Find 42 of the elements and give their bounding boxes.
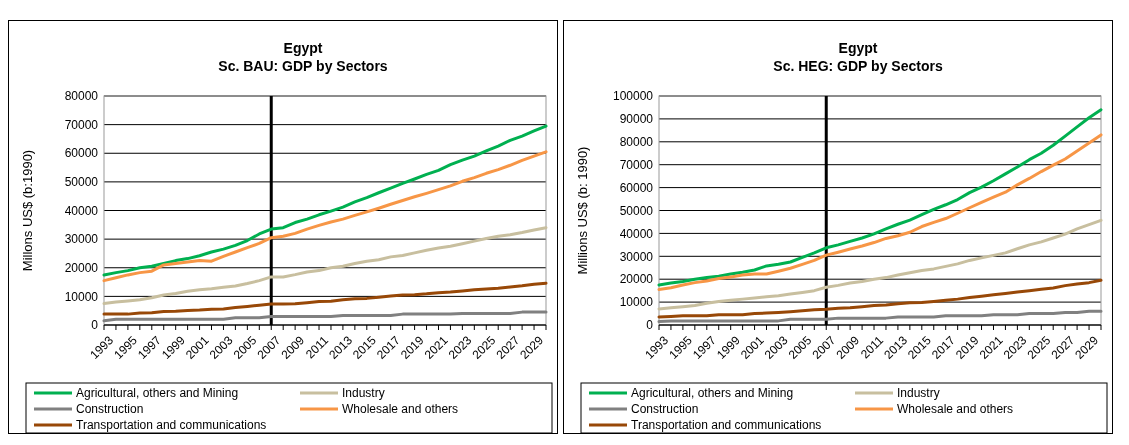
y-tick-label: 70000 <box>619 157 654 172</box>
line-series <box>657 278 1103 319</box>
line-series <box>102 226 548 306</box>
y-tick-label: 10000 <box>619 295 654 310</box>
line-series <box>657 218 1103 311</box>
line-series <box>657 108 1103 287</box>
line-series <box>102 150 548 283</box>
y-tick-label: 90000 <box>619 112 654 127</box>
y-tick-label: 60000 <box>64 146 99 161</box>
y-tick-label: 50000 <box>619 203 654 218</box>
chart-title: Egypt Sc. BAU: GDP by Sectors <box>218 40 388 74</box>
y-tick-label: 20000 <box>619 272 654 287</box>
legend-label: Construction <box>631 402 699 417</box>
y-tick-label: 0 <box>91 318 99 333</box>
legend-label: Transportation and communications <box>76 418 267 433</box>
y-tick-label: 40000 <box>64 203 99 218</box>
y-tick-label: 10000 <box>64 289 99 304</box>
legend-label: Agricultural, others and Mining <box>76 386 239 401</box>
line-series <box>102 124 548 277</box>
line-series <box>657 133 1103 292</box>
y-tick-label: 30000 <box>64 232 99 247</box>
legend-label: Industry <box>897 386 940 401</box>
legend-label: Wholesale and others <box>897 402 1014 417</box>
y-tick-label: 50000 <box>64 175 99 190</box>
legend-label: Construction <box>76 402 144 417</box>
legend-label: Wholesale and others <box>342 402 459 417</box>
y-tick-label: 60000 <box>619 180 654 195</box>
legend-label: Transportation and communications <box>631 418 822 433</box>
line-series <box>102 281 548 316</box>
legend-label: Agricultural, others and Mining <box>631 386 794 401</box>
y-tick-label: 80000 <box>619 135 654 149</box>
chart-title: Egypt Sc. HEG: GDP by Sectors <box>773 40 943 74</box>
y-tick-label: 20000 <box>64 260 99 275</box>
y-tick-label: 40000 <box>619 226 654 241</box>
y-tick-label: 30000 <box>619 249 654 264</box>
y-tick-label: 0 <box>646 318 654 333</box>
y-axis-title: Millons US$ (b:1990) <box>20 149 35 272</box>
y-tick-label: 70000 <box>64 117 99 132</box>
legend-label: Industry <box>342 386 385 401</box>
y-tick-label: 100000 <box>612 89 654 104</box>
y-tick-label: 80000 <box>64 89 99 104</box>
y-axis-title: Millions US$ (b: 1990) <box>575 146 590 275</box>
